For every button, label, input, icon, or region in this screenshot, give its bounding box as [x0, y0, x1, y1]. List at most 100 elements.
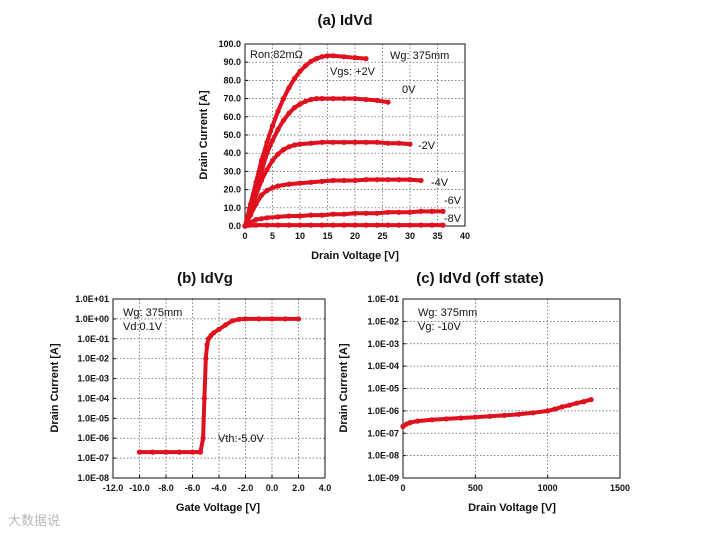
- chart-c-series-0-point: [472, 414, 478, 420]
- chart-b-series-0-point: [201, 395, 207, 401]
- chart-b-xtick-label: -10.0: [129, 483, 150, 493]
- chart-a-series-1-point: [313, 96, 320, 102]
- chart-a-series-3-point: [396, 177, 402, 183]
- chart-a-series-5-point: [440, 222, 446, 228]
- chart-a-ytick-label: 20.0: [223, 185, 241, 195]
- chart-c-title: (c) IdVd (off state): [416, 270, 544, 287]
- chart-c-ytick-label: 1.0E-09: [367, 473, 399, 483]
- chart-c-ytick-label: 1.0E-03: [367, 339, 399, 349]
- chart-a-series-4-point: [418, 208, 424, 214]
- chart-c-ytick-label: 1.0E-06: [367, 406, 399, 416]
- chart-a-series-3-point: [330, 177, 336, 184]
- chart-a-series-2-point: [407, 141, 413, 147]
- chart-a-series-2-point: [269, 157, 276, 164]
- chart-b-ytick-label: 1.0E-07: [77, 453, 109, 463]
- chart-a-series-label-m4v: -4V: [431, 177, 449, 189]
- chart-b-plot-frame: [112, 298, 326, 479]
- chart-a-ytick-label: 100.0: [218, 39, 241, 49]
- chart-a-series-5-point: [242, 223, 248, 229]
- chart-a-series-5-point: [264, 222, 270, 228]
- chart-a-series-5-point: [429, 222, 435, 228]
- chart-c-series-0-point: [429, 417, 435, 423]
- chart-b-series-0-point: [269, 316, 275, 322]
- chart-a-xtick-label: 35: [432, 231, 442, 241]
- chart-a-series-5-point: [363, 222, 369, 228]
- chart-b-xtick-label: -2.0: [238, 483, 254, 493]
- chart-a-series-1-point: [385, 99, 391, 105]
- chart-b-series-0-point: [200, 435, 206, 441]
- chart-a-series-0-point: [275, 108, 281, 114]
- chart-b-series-0-point: [229, 318, 235, 324]
- chart-c-xtick-label: 500: [468, 483, 483, 493]
- chart-c-ytick-label: 1.0E-05: [367, 384, 399, 394]
- chart-a-series-label-m8v: -8V: [444, 213, 462, 225]
- chart-a-series-5-point: [407, 222, 413, 228]
- chart-a-series-1-point: [308, 96, 314, 103]
- chart-a-series-1-point: [319, 96, 325, 102]
- chart-a-series-5-point: [330, 222, 336, 228]
- chart-b-title: (b) IdVg: [177, 270, 233, 287]
- chart-c-series-0-point: [574, 400, 580, 406]
- chart-a-series-2-point: [286, 144, 292, 150]
- chart-b-series-0-point: [197, 449, 203, 455]
- chart-b-ylabel: Drain Current [A]: [49, 343, 61, 433]
- chart-a-series-4-point: [308, 212, 314, 218]
- chart-b-series-0-point: [223, 322, 229, 328]
- chart-a-xtick-label: 10: [295, 231, 305, 241]
- chart-a-series-3-point: [258, 192, 265, 198]
- chart-a-series-5-point: [308, 222, 314, 228]
- chart-a-series-4-point: [429, 208, 435, 214]
- chart-b-vth-label: Vth:-5.0V: [218, 433, 265, 445]
- chart-a-series-2-point: [396, 140, 402, 146]
- chart-b-vd-label: Vd:0.1V: [123, 321, 163, 333]
- chart-a-ron-label: Ron:82mΩ: [250, 49, 303, 61]
- chart-a-ytick-label: 10.0: [223, 203, 241, 213]
- chart-c-series-0-point: [530, 410, 536, 416]
- chart-a-xtick-label: 25: [377, 231, 387, 241]
- chart-a-series-4-point: [363, 210, 369, 216]
- chart-a-ytick-label: 30.0: [223, 166, 241, 176]
- chart-a-series-3-point: [341, 177, 347, 184]
- chart-a-series-3-point: [363, 177, 369, 183]
- chart-a-series-3-point: [418, 177, 424, 184]
- chart-a-series-3-point: [247, 212, 254, 218]
- chart-a-series-0-point: [330, 53, 336, 59]
- chart-a-series-0-point: [291, 76, 298, 82]
- chart-b-series-0-point: [256, 316, 262, 322]
- chart-a-series-2-point: [275, 151, 281, 157]
- chart-a-series-4-point: [385, 209, 391, 215]
- chart-a-series-2-point: [264, 167, 270, 173]
- chart-a-series-0-point: [286, 85, 292, 91]
- chart-a-series-4-point: [396, 209, 402, 215]
- chart-a-xtick-label: 40: [460, 231, 470, 241]
- chart-a-series-1-point: [275, 126, 281, 133]
- watermark-text: 大数据说: [8, 514, 61, 529]
- chart-a-series-0-point: [341, 54, 347, 60]
- chart-a-series-0-point: [324, 53, 331, 59]
- chart-b-xtick-label: -8.0: [158, 483, 174, 493]
- chart-a-ytick-label: 70.0: [223, 94, 241, 104]
- chart-a-series-2-point: [308, 140, 314, 146]
- chart-a-series-5-point: [396, 222, 402, 228]
- chart-c-ytick-label: 1.0E-02: [367, 316, 399, 326]
- chart-b-series-0-point: [204, 342, 210, 348]
- chart-c-series-0-point: [458, 415, 464, 421]
- chart-c-series-0-point: [414, 418, 421, 424]
- chart-a-series-3-point: [374, 177, 380, 183]
- chart-a-series-1-point: [280, 117, 287, 123]
- chart-b-xtick-label: 0.0: [266, 483, 279, 493]
- chart-a-series-2-point: [385, 140, 391, 146]
- chart-b-xlabel: Gate Voltage [V]: [176, 502, 260, 514]
- chart-a-xtick-label: 30: [405, 231, 415, 241]
- chart-a-series-5-point: [275, 222, 281, 228]
- chart-a-series-5-point: [253, 222, 259, 228]
- chart-a-series-1-point: [374, 97, 380, 103]
- chart-a-series-1-point: [291, 105, 298, 111]
- chart-b-series-0-point: [282, 316, 288, 322]
- chart-a-series-4-point: [264, 215, 270, 221]
- chart-b-ytick-label: 1.0E-05: [77, 413, 109, 423]
- chart-a-series-4-point: [352, 210, 358, 216]
- chart-a-series-3-point: [352, 177, 358, 184]
- chart-a-series-1-point: [302, 98, 309, 104]
